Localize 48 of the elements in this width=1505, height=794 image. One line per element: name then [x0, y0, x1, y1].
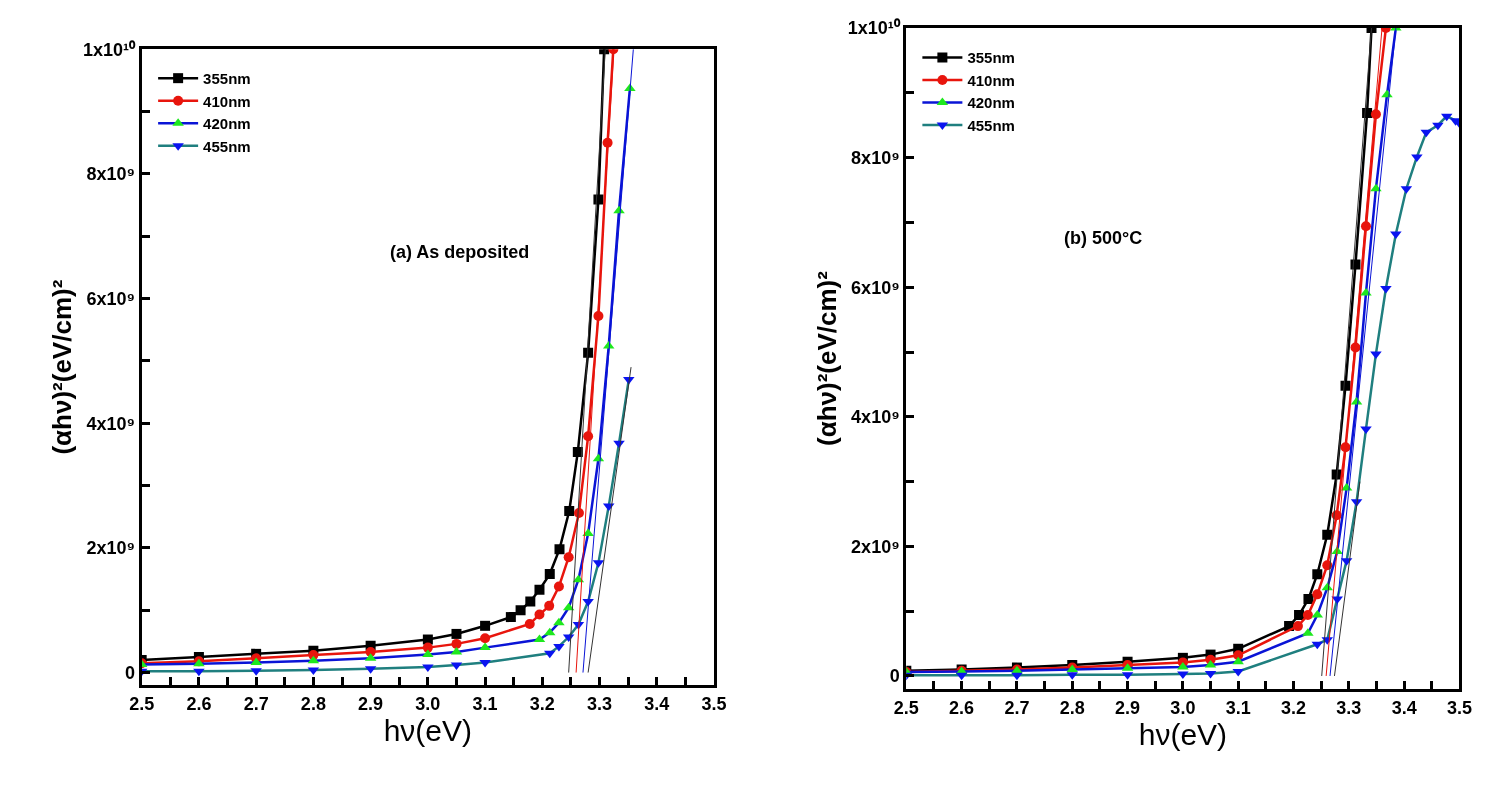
x-tick-label: 3.0: [415, 693, 441, 714]
x-axis-title: hν(eV): [383, 713, 473, 747]
y-tick-label: 8x10⁹: [851, 147, 900, 168]
y-tick-label: 2x10⁹: [86, 538, 136, 559]
y-axis-title: (αhν)²(eV/cm)²: [47, 279, 78, 455]
legend-label: 355nm: [203, 70, 251, 88]
x-axis-title: hν(eV): [1138, 717, 1228, 751]
x-tick-label: 2.9: [358, 693, 384, 714]
x-tick-label: 3.2: [529, 693, 555, 714]
x-tick-label: 2.9: [1115, 697, 1141, 718]
y-tick-label: 8x10⁹: [86, 164, 136, 185]
legend-label: 455nm: [203, 137, 251, 155]
x-tick-label: 3.5: [1446, 697, 1472, 718]
y-tick-label: 0: [125, 662, 136, 683]
x-tick-label: 2.7: [243, 693, 269, 714]
x-tick-label: 3.3: [1336, 697, 1362, 718]
legend-label: 355nm: [967, 49, 1015, 67]
y-tick-label: 6x10⁹: [86, 288, 136, 309]
y-tick-label: 2x10⁹: [851, 536, 900, 557]
y-tick-label: 1x10¹⁰: [847, 18, 901, 39]
x-tick-label: 2.6: [949, 697, 975, 718]
x-tick-label: 3.1: [472, 693, 498, 714]
x-tick-label: 2.5: [893, 697, 919, 718]
x-tick-label: 3.4: [644, 693, 670, 714]
x-tick-label: 3.1: [1225, 697, 1251, 718]
x-tick-label: 3.2: [1281, 697, 1307, 718]
y-tick-label: 1x10¹⁰: [83, 39, 137, 60]
x-tick-label: 2.8: [1059, 697, 1085, 718]
legend-label: 420nm: [967, 94, 1015, 112]
x-tick-label: 3.3: [587, 693, 613, 714]
y-tick-label: 4x10⁹: [86, 413, 136, 434]
x-tick-label: 2.5: [129, 693, 155, 714]
legend-label: 455nm: [967, 116, 1015, 134]
x-tick-label: 3.0: [1170, 697, 1196, 718]
legend-label: 420nm: [203, 115, 251, 133]
x-tick-label: 2.6: [186, 693, 212, 714]
legend-label: 410nm: [967, 71, 1015, 89]
y-tick-label: 0: [889, 666, 900, 687]
x-tick-label: 3.4: [1391, 697, 1417, 718]
x-tick-label: 2.7: [1004, 697, 1030, 718]
legend-label: 410nm: [203, 92, 251, 110]
annotation: (a) As deposited: [390, 242, 530, 262]
y-axis-title: (αhν)²(eV/cm)²: [812, 270, 843, 446]
annotation: (b) 500°C: [1064, 228, 1143, 248]
y-tick-label: 4x10⁹: [851, 407, 900, 428]
y-tick-label: 6x10⁹: [851, 277, 900, 298]
x-tick-label: 3.5: [701, 693, 727, 714]
x-tick-label: 2.8: [300, 693, 326, 714]
